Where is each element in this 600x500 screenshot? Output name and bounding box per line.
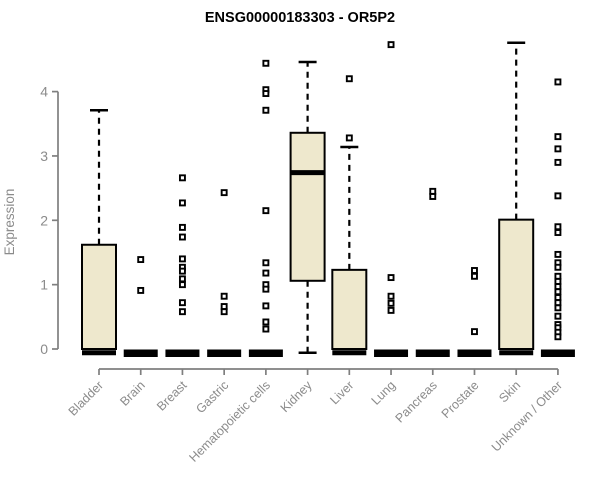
box-group-pancreas	[415, 187, 450, 357]
outlier-point	[471, 272, 478, 280]
outlier-point	[554, 312, 562, 320]
outlier-point	[554, 158, 562, 166]
outlier-point	[262, 325, 270, 333]
box	[289, 131, 326, 282]
box-group-bladder	[81, 109, 117, 356]
box-group-unknown-other	[540, 78, 575, 357]
outlier-point	[262, 90, 270, 97]
outlier-point	[178, 233, 186, 241]
outlier-point	[387, 299, 395, 307]
outlier-point	[220, 189, 228, 197]
outlier-point	[220, 308, 228, 316]
y-tick-label: 4	[40, 84, 48, 100]
outlier-point	[471, 267, 478, 274]
outlier-point	[387, 292, 395, 300]
outlier-point	[554, 145, 562, 153]
x-tick-label-hematopoietic-cells: Hematopoietic cells	[186, 378, 273, 465]
outlier-point	[554, 192, 562, 200]
outlier-point	[554, 304, 562, 312]
outlier-point	[178, 308, 186, 316]
outlier-point	[262, 318, 270, 326]
outlier-point	[178, 199, 186, 207]
x-tick-label-skin: Skin	[496, 378, 523, 405]
x-tick-label-kidney: Kidney	[278, 378, 315, 415]
outlier-point	[137, 286, 145, 294]
box-group-lung	[374, 41, 409, 357]
outlier-point	[345, 134, 353, 142]
outlier-point	[554, 288, 562, 296]
x-tick-label-lung: Lung	[369, 378, 399, 408]
y-tick-label: 0	[40, 341, 48, 357]
outlier-point	[178, 299, 186, 307]
box	[331, 268, 368, 350]
x-tick-label-bladder: Bladder	[66, 378, 106, 418]
y-tick-label: 3	[40, 148, 48, 164]
box-group-kidney	[289, 60, 326, 354]
collapsed-box	[374, 349, 409, 357]
collapsed-box	[540, 349, 575, 357]
x-tick-label-pancreas: Pancreas	[393, 378, 440, 425]
outlier-point	[554, 133, 562, 141]
outlier-point	[554, 250, 562, 258]
y-axis-title: Expression	[2, 189, 17, 256]
outlier-point	[262, 259, 270, 267]
outlier-point	[471, 328, 478, 336]
outlier-point	[554, 333, 562, 341]
outlier-point	[262, 269, 270, 277]
chart-title: ENSG00000183303 - OR5P2	[205, 10, 395, 26]
outlier-point	[387, 41, 395, 49]
collapsed-box	[207, 349, 242, 357]
outlier-point	[262, 59, 270, 67]
outlier-point	[554, 78, 562, 86]
box-group-liver	[331, 75, 368, 356]
outlier-point	[554, 229, 562, 236]
x-tick-label-liver: Liver	[327, 378, 356, 407]
box	[81, 243, 117, 351]
outlier-point	[429, 193, 437, 200]
collapsed-box	[248, 349, 283, 357]
outlier-point	[178, 223, 186, 231]
outlier-point	[262, 106, 270, 114]
outlier-point	[262, 207, 270, 215]
box-group-brain	[123, 256, 158, 357]
outlier-point	[262, 285, 270, 293]
box-group-skin	[498, 41, 535, 356]
outlier-point	[178, 174, 186, 182]
outlier-point	[137, 256, 145, 264]
outlier-point	[178, 281, 186, 289]
collapsed-box	[457, 349, 492, 357]
outlier-point	[554, 223, 562, 231]
box-group-gastric	[207, 189, 242, 357]
outlier-point	[262, 302, 270, 310]
x-tick-label-gastric: Gastric	[193, 378, 231, 416]
x-tick-label-unknown-other: Unknown / Other	[489, 378, 565, 454]
x-tick-label-breast: Breast	[154, 378, 190, 414]
box-group-hematopoietic-cells	[248, 59, 283, 357]
box	[498, 218, 535, 350]
outlier-point	[387, 274, 395, 282]
outlier-point	[345, 75, 353, 83]
plot-area	[81, 41, 575, 357]
y-tick-label: 1	[40, 277, 48, 293]
outlier-point	[178, 275, 186, 283]
outlier-point	[178, 267, 186, 275]
collapsed-box	[165, 349, 200, 357]
outlier-point	[178, 255, 186, 263]
outlier-point	[220, 292, 228, 300]
box-group-breast	[165, 174, 200, 357]
box-group-prostate	[457, 267, 492, 357]
y-tick-label: 2	[40, 212, 48, 228]
x-tick-label-brain: Brain	[117, 378, 148, 409]
x-tick-label-prostate: Prostate	[439, 378, 482, 421]
outlier-point	[387, 306, 395, 314]
collapsed-box	[123, 349, 158, 357]
outlier-point	[554, 263, 562, 271]
collapsed-box	[415, 349, 450, 357]
